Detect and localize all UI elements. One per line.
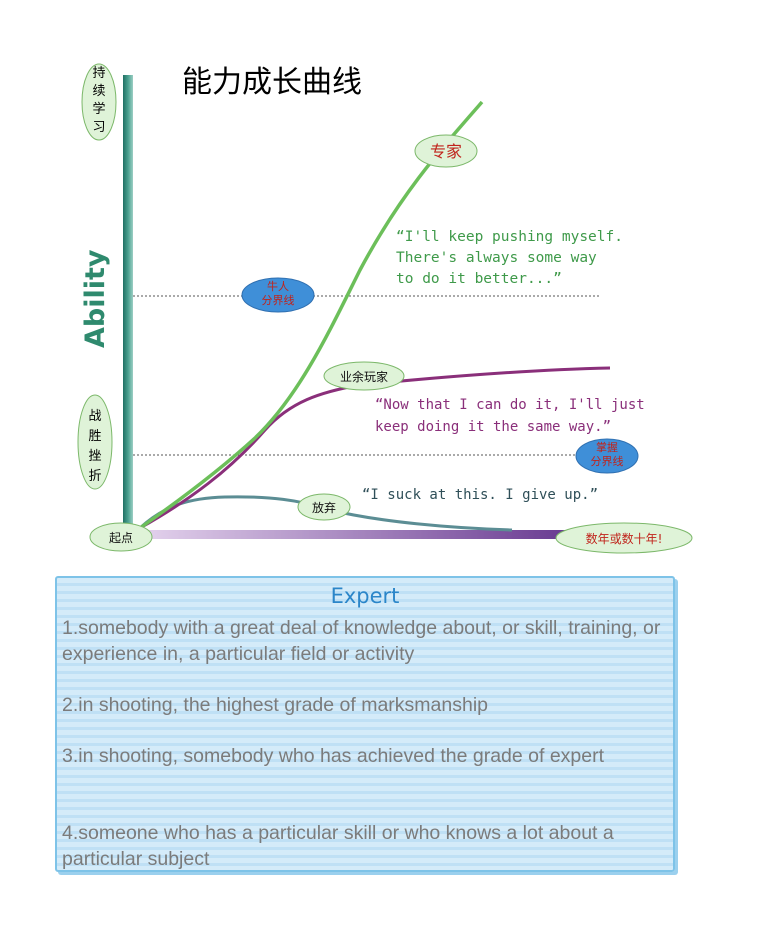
card-title: Expert	[330, 584, 400, 608]
end-node	[555, 522, 693, 554]
start-node-label: 起点	[109, 531, 133, 545]
amateur-node-label: 业余玩家	[340, 369, 388, 384]
expert-quote: “I'll keep pushing myself. There's alway…	[396, 229, 632, 287]
amateur-quote: “Now that I can do it, I'll just keep do…	[375, 397, 653, 435]
start-node	[89, 522, 153, 552]
grasp-line-node	[575, 438, 639, 474]
expert-curve	[138, 100, 484, 530]
keep-learning-label: 持续学习	[92, 66, 105, 135]
master-line-node	[241, 277, 315, 313]
master-line-label: 牛人分界线	[262, 279, 295, 307]
definition-1: 1.somebody with a great deal of knowledg…	[62, 617, 661, 665]
end-node-label: 数年或数十年!	[586, 531, 663, 546]
overcome-setbacks-oval	[77, 394, 113, 490]
overcome-setbacks-label: 战胜挫折	[88, 409, 101, 484]
amateur-node	[323, 361, 405, 391]
expert-node-label: 专家	[430, 142, 462, 161]
x-axis	[125, 530, 565, 539]
y-axis-label: Ability	[80, 249, 111, 348]
grasp-line-label: 掌握分界线	[591, 440, 624, 468]
y-axis	[123, 75, 133, 535]
keep-learning-oval	[81, 63, 117, 141]
diagram-title: 能力成长曲线	[182, 65, 362, 100]
definition-3: 3.in shooting, somebody who has achieved…	[62, 745, 605, 767]
definition-card: Expert 1.somebody with a great deal of k…	[55, 576, 675, 872]
amateur-curve	[139, 366, 611, 530]
expert-node	[414, 134, 478, 168]
definition-2: 2.in shooting, the highest grade of mark…	[62, 694, 489, 716]
giveup-node-label: 放弃	[312, 500, 336, 515]
giveup-quote: “I suck at this. I give up.”	[362, 487, 598, 503]
giveup-node	[297, 493, 351, 521]
definition-4: 4.someone who has a particular skill or …	[62, 822, 614, 870]
